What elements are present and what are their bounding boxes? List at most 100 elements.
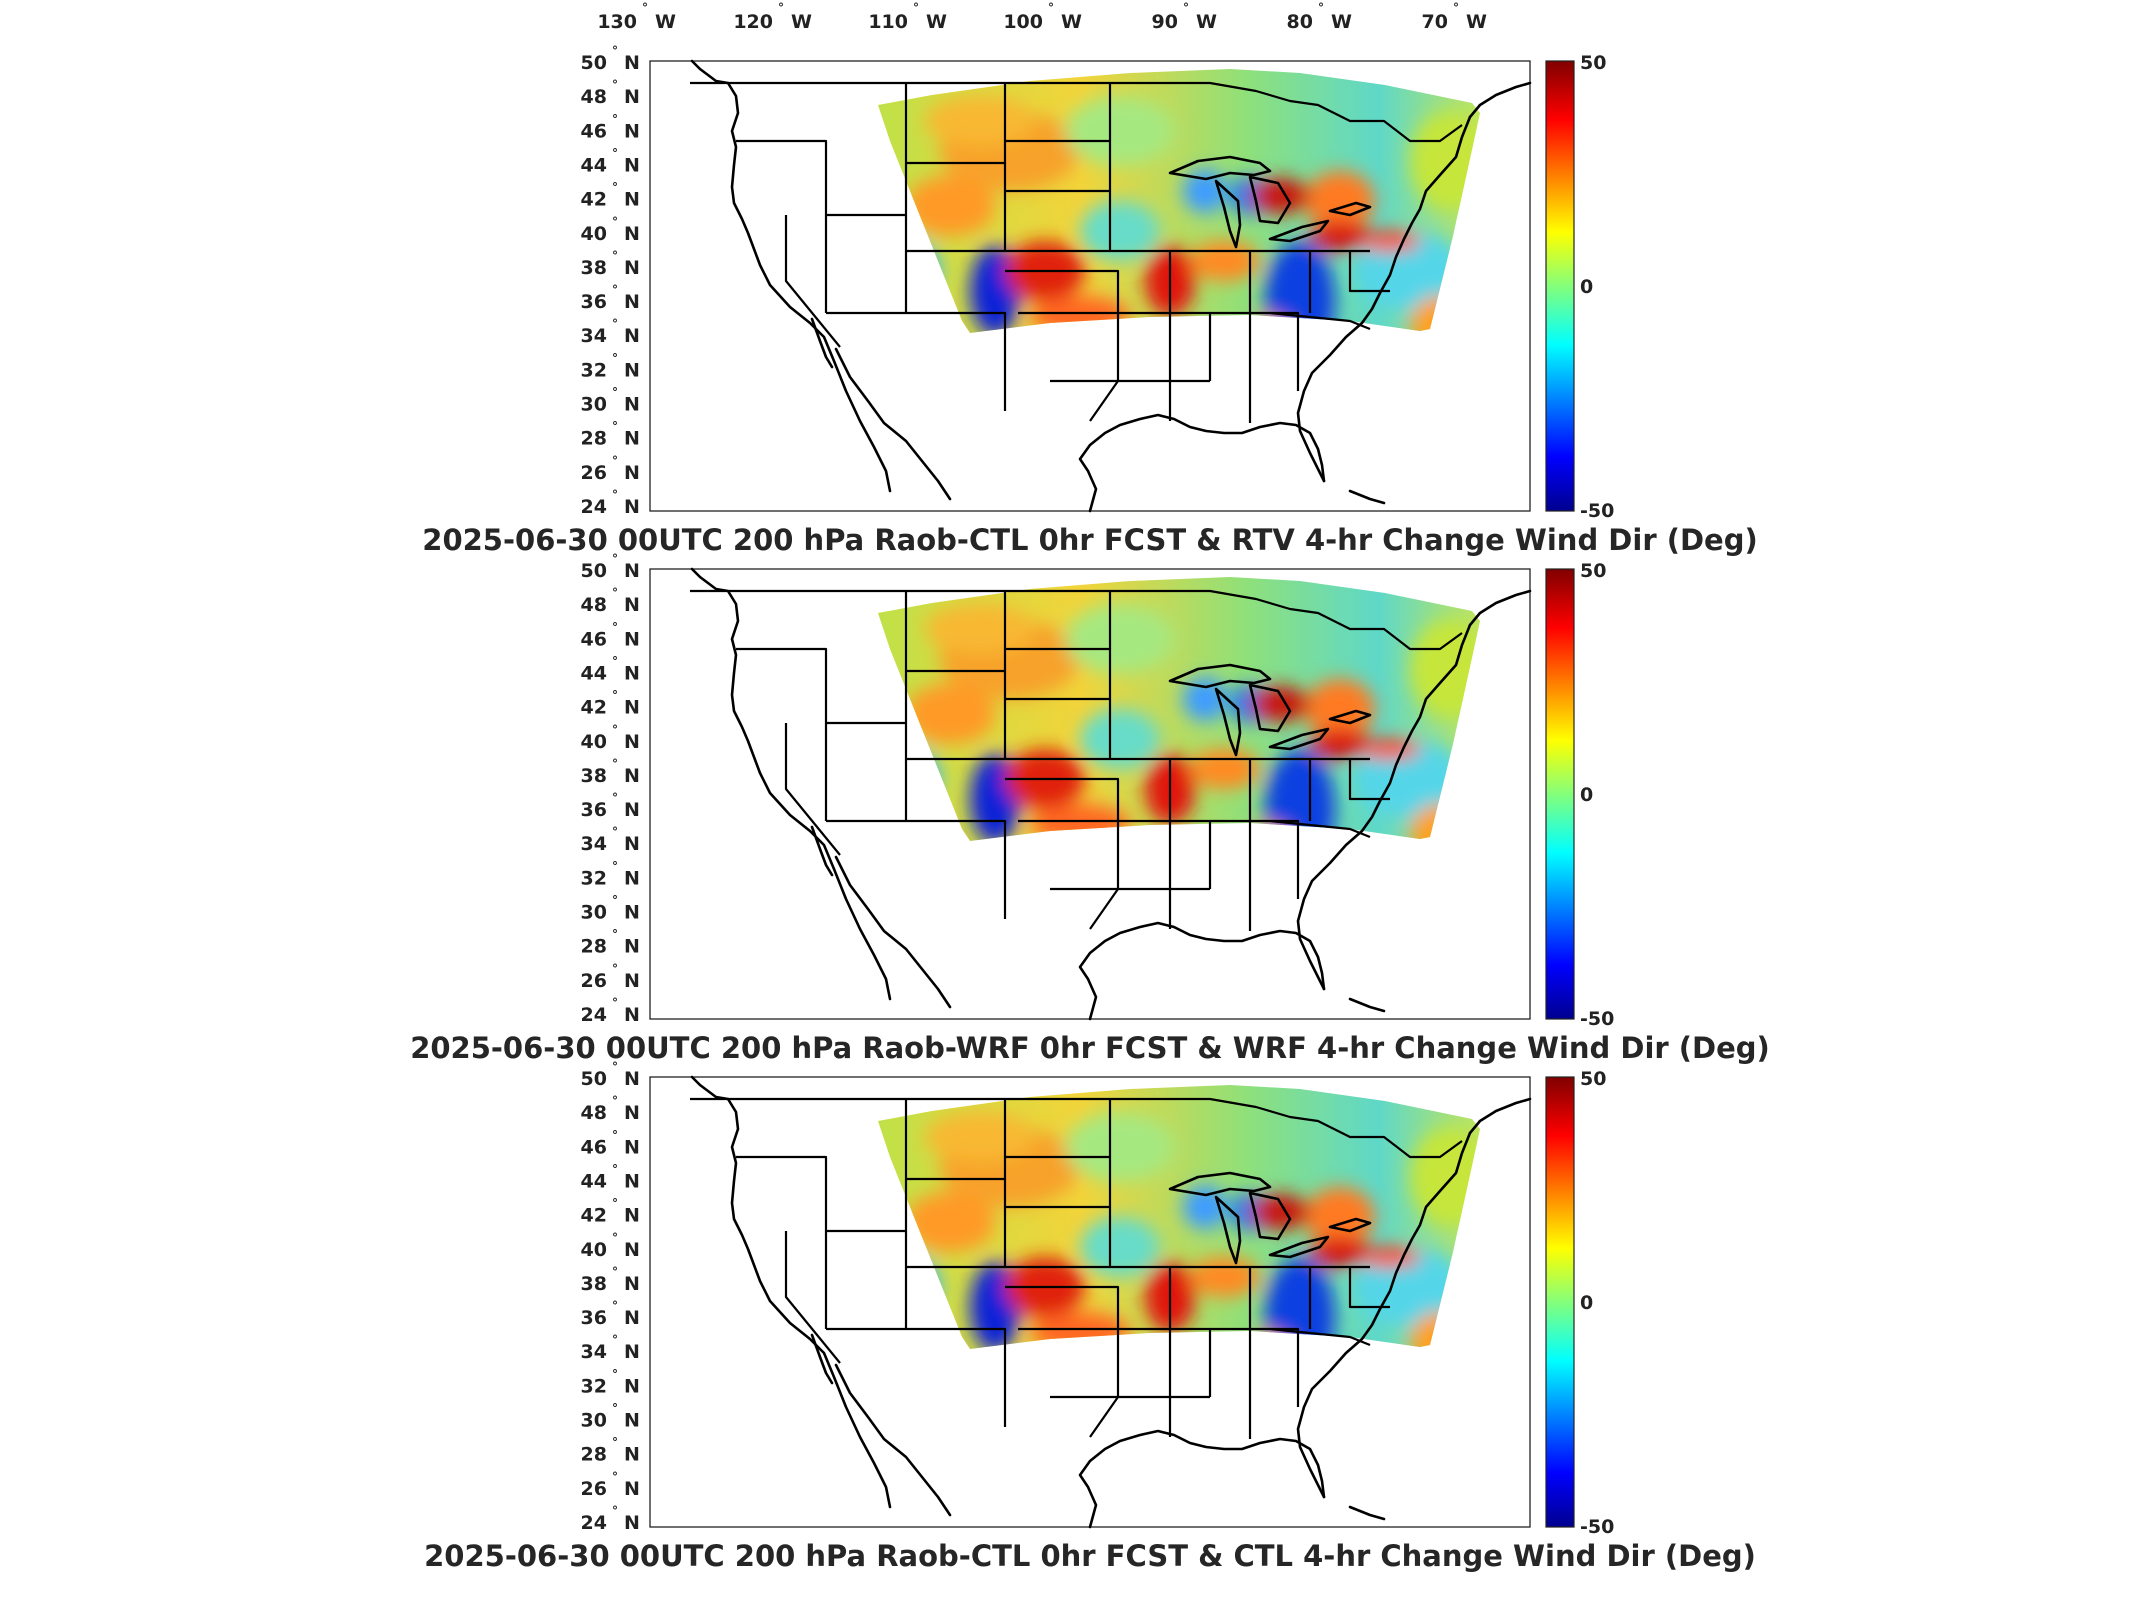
latitude-value: 44 [581,1170,607,1192]
latitude-value: 24 [581,1512,607,1534]
latitude-value: 32 [581,867,607,889]
latitude-value: 42 [581,189,607,211]
latitude-labels: 50 ° N 48 ° N 46 ° N 44 ° N 42 ° N 40 ° N 38 ° N 36 ° N 34 ° N 32 ° N… [581,552,640,1026]
latitude-value: 44 [581,662,607,684]
latitude-suffix: N [624,1410,640,1432]
latitude-suffix: N [624,1307,640,1329]
map-panels: 50 ° N 48 ° N 46 ° N 44 ° N 42 ° N 40 ° N 38 ° N 36 ° N 34 ° N 32 ° N… [410,44,1770,1573]
degree-symbol: ° [612,181,618,195]
degree-symbol: ° [612,1265,618,1279]
latitude-suffix: N [624,833,640,855]
longitude-label-70: 70 ° W [1422,1,1487,33]
colorbar-gradient [1545,1076,1575,1528]
latitude-label-26: 26 ° N [581,962,640,992]
latitude-label-28: 28 ° N [581,1436,640,1466]
colorbar: 50 0 -50 [1545,1068,1614,1538]
longitude-value: 80 [1287,11,1313,33]
latitude-label-34: 34 ° N [581,1333,640,1363]
degree-symbol: ° [612,1094,618,1108]
degree-symbol: ° [612,723,618,737]
latitude-suffix: N [624,1068,640,1090]
latitude-value: 36 [581,799,607,821]
latitude-value: 30 [581,902,607,924]
degree-symbol: ° [612,44,618,58]
latitude-suffix: N [624,428,640,450]
latitude-suffix: N [624,560,640,582]
degree-symbol: ° [612,317,618,331]
latitude-label-24: 24 ° N [581,488,640,518]
latitude-suffix: N [624,291,640,313]
latitude-suffix: N [624,496,640,518]
colorbar-min-label: -50 [1580,1008,1614,1030]
latitude-value: 38 [581,1273,607,1295]
latitude-label-42: 42 ° N [581,181,640,211]
latitude-value: 36 [581,291,607,313]
degree-symbol: ° [612,1367,618,1381]
degree-symbol: ° [612,1436,618,1450]
latitude-label-46: 46 ° N [581,112,640,142]
latitude-suffix: N [624,86,640,108]
degree-symbol: ° [1048,1,1054,15]
latitude-suffix: N [624,1102,640,1124]
degree-symbol: ° [642,1,648,15]
degree-symbol: ° [612,654,618,668]
latitude-label-32: 32 ° N [581,351,640,381]
degree-symbol: ° [612,757,618,771]
wind-direction-map [650,1077,1530,1527]
latitude-suffix: N [624,936,640,958]
latitude-suffix: N [624,867,640,889]
latitude-suffix: N [624,1004,640,1026]
degree-symbol: ° [612,1060,618,1074]
latitude-label-26: 26 ° N [581,454,640,484]
degree-symbol: ° [612,78,618,92]
latitude-suffix: N [624,189,640,211]
degree-symbol: ° [612,586,618,600]
latitude-label-36: 36 ° N [581,791,640,821]
latitude-suffix: N [624,1239,640,1261]
latitude-label-40: 40 ° N [581,215,640,245]
latitude-value: 24 [581,1004,607,1026]
latitude-suffix: N [624,662,640,684]
longitude-label-130: 130 ° W [597,1,676,33]
longitude-value: 110 [868,11,908,33]
latitude-label-42: 42 ° N [581,1197,640,1227]
latitude-value: 38 [581,765,607,787]
latitude-value: 24 [581,496,607,518]
longitude-value: 70 [1422,11,1448,33]
latitude-labels: 50 ° N 48 ° N 46 ° N 44 ° N 42 ° N 40 ° N 38 ° N 36 ° N 34 ° N 32 ° N… [581,1060,640,1534]
latitude-value: 50 [581,52,607,74]
map-panel-2: 50 ° N 48 ° N 46 ° N 44 ° N 42 ° N 40 ° N 38 ° N 36 ° N 34 ° N 32 ° N… [410,552,1770,1065]
latitude-suffix: N [624,628,640,650]
wind-direction-map [650,61,1530,511]
latitude-value: 26 [581,462,607,484]
latitude-value: 48 [581,86,607,108]
latitude-suffix: N [624,799,640,821]
latitude-labels: 50 ° N 48 ° N 46 ° N 44 ° N 42 ° N 40 ° N 38 ° N 36 ° N 34 ° N 32 ° N… [581,44,640,518]
latitude-suffix: N [624,731,640,753]
colorbar-max-label: 50 [1580,1068,1606,1090]
latitude-label-44: 44 ° N [581,654,640,684]
degree-symbol: ° [612,454,618,468]
latitude-value: 50 [581,1068,607,1090]
latitude-value: 30 [581,1410,607,1432]
degree-symbol: ° [612,112,618,126]
latitude-value: 42 [581,697,607,719]
colorbar-gradient [1545,568,1575,1020]
latitude-suffix: N [624,1375,640,1397]
longitude-label-110: 110 ° W [868,1,947,33]
degree-symbol: ° [1453,1,1459,15]
latitude-label-42: 42 ° N [581,689,640,719]
latitude-label-30: 30 ° N [581,1402,640,1432]
latitude-label-32: 32 ° N [581,859,640,889]
latitude-suffix: N [624,1205,640,1227]
latitude-suffix: N [624,1444,640,1466]
latitude-suffix: N [624,1273,640,1295]
degree-symbol: ° [1183,1,1189,15]
latitude-suffix: N [624,1478,640,1500]
latitude-label-50: 50 ° N [581,44,640,74]
longitude-suffix: W [1466,11,1487,33]
colorbar-gradient [1545,60,1575,512]
panel-title: 2025-06-30 00UTC 200 hPa Raob-CTL 0hr FC… [422,523,1757,557]
degree-symbol: ° [612,859,618,873]
latitude-label-34: 34 ° N [581,825,640,855]
